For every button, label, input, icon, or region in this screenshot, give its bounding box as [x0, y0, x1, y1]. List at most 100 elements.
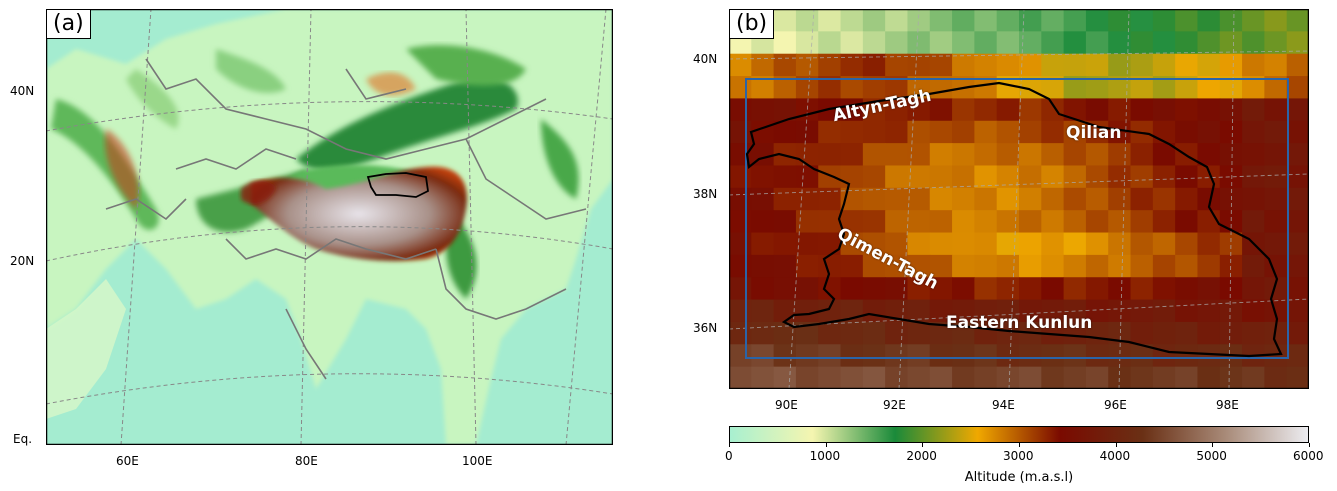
altitude-cell: [1108, 9, 1132, 32]
altitude-cell: [1152, 210, 1176, 234]
altitude-cell: [1219, 98, 1243, 122]
altitude-cell: [1108, 210, 1132, 234]
altitude-cell: [862, 210, 886, 234]
altitude-cell: [840, 232, 864, 256]
altitude-cell: [885, 76, 909, 100]
altitude-cell: [1264, 210, 1288, 234]
lon-tick-98e-b: 98E: [1216, 398, 1239, 412]
altitude-cell: [795, 232, 819, 256]
altitude-cell: [1063, 120, 1087, 144]
altitude-cell: [1085, 76, 1109, 100]
altitude-cell: [885, 254, 909, 278]
altitude-cell: [1242, 366, 1265, 390]
altitude-cell: [974, 366, 998, 390]
colorbar-tick-mark: [1115, 443, 1117, 447]
altitude-cell: [1108, 76, 1132, 100]
altitude-cell: [751, 165, 775, 189]
altitude-cell: [862, 321, 886, 345]
altitude-cell: [729, 120, 752, 144]
altitude-cell: [929, 120, 953, 144]
altitude-cell: [729, 232, 752, 256]
altitude-cell: [1175, 232, 1199, 256]
altitude-cell: [1197, 9, 1221, 32]
altitude-cell: [907, 232, 931, 256]
altitude-cell: [818, 143, 842, 167]
altitude-cell: [1085, 232, 1109, 256]
altitude-cell: [862, 120, 886, 144]
altitude-cell: [1219, 321, 1243, 345]
altitude-cell: [996, 120, 1020, 144]
altitude-cell: [885, 53, 909, 77]
altitude-cell: [751, 299, 775, 323]
altitude-cell: [751, 344, 775, 368]
altitude-cell: [1152, 98, 1176, 122]
altitude-cell: [818, 299, 842, 323]
altitude-cell: [996, 53, 1020, 77]
altitude-pixel-grid: [729, 9, 1310, 390]
altitude-cell: [773, 254, 797, 278]
altitude-cell: [996, 366, 1020, 390]
altitude-cell: [1041, 210, 1065, 234]
altitude-cell: [907, 76, 931, 100]
altitude-cell: [818, 165, 842, 189]
altitude-cell: [1085, 299, 1109, 323]
altitude-cell: [1085, 98, 1109, 122]
altitude-cell: [1108, 31, 1132, 55]
altitude-cell: [929, 31, 953, 55]
altitude-cell: [929, 321, 953, 345]
altitude-cell: [1219, 277, 1243, 301]
altitude-cell: [818, 120, 842, 144]
altitude-cell: [1152, 187, 1176, 211]
altitude-cell: [1063, 277, 1087, 301]
altitude-cell: [1041, 120, 1065, 144]
altitude-cell: [1175, 53, 1199, 77]
altitude-cell: [729, 254, 752, 278]
colorbar-tick-mark: [922, 443, 924, 447]
altitude-cell: [1019, 366, 1042, 390]
altitude-cell: [1019, 143, 1042, 167]
altitude-cell: [1175, 254, 1199, 278]
altitude-cell: [929, 277, 953, 301]
altitude-cell: [1130, 210, 1154, 234]
altitude-cell: [885, 31, 909, 55]
altitude-cell: [952, 165, 975, 189]
altitude-cell: [795, 277, 819, 301]
altitude-cell: [996, 76, 1020, 100]
altitude-cell: [751, 277, 775, 301]
altitude-cell: [795, 143, 819, 167]
altitude-cell: [929, 254, 953, 278]
altitude-cell: [1130, 98, 1154, 122]
altitude-cell: [929, 53, 953, 77]
altitude-cell: [1019, 232, 1042, 256]
altitude-cell: [840, 321, 864, 345]
lat-tick-eq-a: Eq.: [13, 432, 33, 446]
altitude-cell: [773, 165, 797, 189]
altitude-cell: [1197, 254, 1221, 278]
altitude-cell: [1130, 232, 1154, 256]
altitude-cell: [773, 366, 797, 390]
lon-tick-80e-a: 80E: [295, 454, 318, 468]
altitude-cell: [795, 53, 819, 77]
altitude-cell: [1175, 187, 1199, 211]
altitude-cell: [974, 299, 998, 323]
altitude-cell: [1108, 143, 1132, 167]
altitude-cell: [1286, 76, 1310, 100]
altitude-cell: [1264, 76, 1288, 100]
altitude-cell: [1130, 344, 1154, 368]
altitude-cell: [751, 254, 775, 278]
panel-b-label: (b): [729, 9, 775, 39]
altitude-cell: [907, 143, 931, 167]
altitude-cell: [907, 299, 931, 323]
altitude-cell: [1175, 120, 1199, 144]
altitude-cell: [1197, 187, 1221, 211]
altitude-cell: [885, 187, 909, 211]
altitude-cell: [1264, 120, 1288, 144]
altitude-cell: [729, 98, 752, 122]
altitude-cell: [795, 254, 819, 278]
altitude-cell: [1197, 98, 1221, 122]
altitude-cell: [907, 165, 931, 189]
altitude-cell: [1152, 31, 1176, 55]
altitude-cell: [1286, 299, 1310, 323]
altitude-cell: [1085, 254, 1109, 278]
altitude-cell: [840, 31, 864, 55]
